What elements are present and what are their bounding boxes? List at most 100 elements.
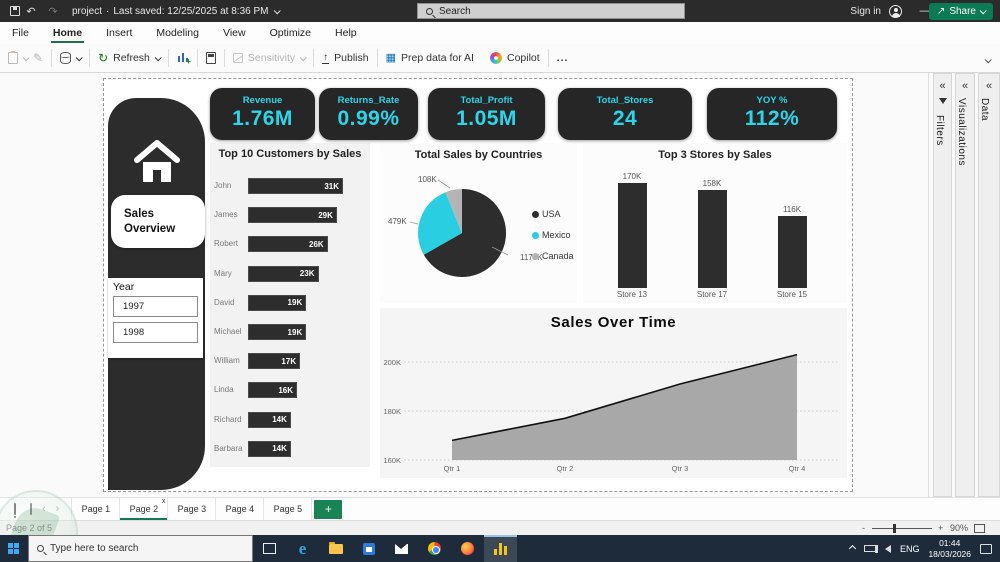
bar[interactable] — [248, 294, 307, 311]
mail-icon[interactable] — [385, 535, 418, 562]
menu-home[interactable]: Home — [41, 24, 94, 43]
filters-pane[interactable]: « Filters — [933, 73, 952, 497]
copilot-button[interactable]: Copilot — [482, 48, 548, 68]
kpi-card-revenue[interactable]: Revenue 1.76M — [210, 88, 315, 140]
zoom-slider[interactable] — [872, 528, 932, 529]
tray-expand-icon[interactable] — [848, 544, 856, 553]
bar[interactable] — [248, 353, 301, 370]
app-search-box[interactable]: Search — [417, 3, 685, 19]
title-dropdown-icon[interactable] — [274, 6, 282, 14]
menu-file[interactable]: File — [12, 27, 29, 39]
menu-modeling[interactable]: Modeling — [156, 27, 199, 39]
kpi-card-returns-rate[interactable]: Returns_Rate 0.99% — [319, 88, 418, 140]
edge-icon[interactable]: e — [298, 538, 307, 558]
nav-item-sales-overview[interactable]: Sales Overview — [111, 195, 205, 248]
paste-icon[interactable] — [8, 51, 18, 64]
undo-icon[interactable]: ↶ — [26, 5, 36, 18]
slicer-option-1997[interactable]: 1997 — [113, 296, 198, 317]
bar-row-william[interactable]: William 17K — [210, 353, 370, 370]
pie-slice-canada[interactable] — [445, 189, 463, 233]
stores-column-chart[interactable]: Top 3 Stores by Sales 170K Store 13 158K St… — [583, 143, 847, 303]
menu-optimize[interactable]: Optimize — [269, 27, 312, 39]
data-pane[interactable]: « Data — [978, 73, 1000, 497]
bar[interactable] — [248, 411, 291, 428]
home-icon[interactable] — [132, 138, 182, 184]
kpi-card-yoy-[interactable]: YOY % 112% — [707, 88, 837, 140]
legend-item-mexico[interactable]: Mexico — [532, 230, 571, 240]
share-button[interactable]: ↗ Share — [928, 3, 993, 20]
page-tab-page-5[interactable]: Page 5 — [264, 498, 313, 520]
bar-row-richard[interactable]: Richard 14K — [210, 411, 370, 428]
countries-pie-chart[interactable]: Total Sales by Countries 1178K 479K 108K U… — [380, 143, 577, 303]
bar[interactable] — [248, 178, 343, 194]
fit-to-page-icon[interactable] — [974, 524, 985, 533]
zoom-slider-handle[interactable] — [893, 524, 896, 533]
sign-in-link[interactable]: Sign in — [850, 5, 881, 17]
bar-row-robert[interactable]: Robert 26K — [210, 236, 370, 253]
bar-row-michael[interactable]: Michael 19K — [210, 324, 370, 340]
start-button[interactable] — [0, 535, 28, 562]
kpi-card-total-stores[interactable]: Total_Stores 24 — [558, 88, 692, 140]
bar-row-mary[interactable]: Mary 23K — [210, 265, 370, 282]
close-tab-icon[interactable]: x — [161, 498, 166, 505]
column-store-13[interactable] — [617, 183, 647, 288]
task-view-button[interactable] — [253, 535, 286, 562]
prep-data-ai-button[interactable]: ▦ Prep data for AI — [385, 51, 474, 64]
microsoft-store-icon[interactable] — [352, 535, 385, 562]
bar[interactable] — [248, 236, 328, 253]
notifications-icon[interactable] — [980, 543, 992, 554]
sales-over-time-area-chart[interactable]: Sales Over Time 160K 180K 200K Qtr 1 Qtr 2 Qt… — [380, 308, 847, 478]
legend-item-canada[interactable]: Canada — [532, 251, 574, 261]
format-painter-icon[interactable]: ✎ — [33, 51, 44, 65]
column-store-17[interactable] — [697, 190, 727, 288]
bar[interactable] — [248, 382, 297, 399]
page-tab-page-3[interactable]: Page 3 — [168, 498, 217, 520]
get-data-icon[interactable] — [60, 52, 72, 64]
chrome-icon[interactable] — [418, 535, 451, 562]
clock[interactable]: 01:44 18/03/2026 — [928, 538, 971, 559]
firefox-icon[interactable] — [451, 535, 484, 562]
taskbar-search-box[interactable]: Type here to search — [28, 535, 253, 562]
minimize-button[interactable]: — — [919, 5, 931, 17]
new-measure-icon[interactable] — [205, 52, 216, 64]
expand-filters-icon[interactable]: « — [939, 80, 946, 92]
save-icon[interactable] — [10, 6, 20, 16]
bar[interactable] — [248, 324, 307, 340]
bar[interactable] — [248, 440, 291, 457]
area-fill[interactable] — [452, 354, 797, 460]
menu-help[interactable]: Help — [335, 27, 357, 39]
account-icon[interactable] — [889, 4, 902, 18]
kpi-card-total-profit[interactable]: Total_Profit 1.05M — [428, 88, 545, 140]
more-options-button[interactable]: ... — [556, 52, 569, 64]
language-indicator[interactable]: ENG — [899, 543, 920, 554]
redo-icon[interactable]: ↷ — [48, 5, 58, 18]
bar-row-john[interactable]: John 31K — [210, 178, 370, 194]
bar-row-barbara[interactable]: Barbara 14K — [210, 440, 370, 457]
bar-row-david[interactable]: David 19K — [210, 294, 370, 311]
bar[interactable] — [248, 207, 337, 224]
slicer-option-1998[interactable]: 1998 — [113, 322, 198, 343]
bar-row-james[interactable]: James 29K — [210, 207, 370, 224]
get-data-dropdown-icon[interactable] — [75, 53, 83, 61]
page-tab-page-1[interactable]: Page 1 — [72, 498, 121, 520]
power-bi-icon[interactable] — [484, 535, 517, 562]
menu-insert[interactable]: Insert — [106, 27, 133, 39]
bar-row-linda[interactable]: Linda 16K — [210, 382, 370, 399]
new-page-button[interactable]: + — [314, 499, 343, 519]
visualizations-pane[interactable]: « Visualizations — [955, 73, 975, 497]
pie-slice-usa[interactable] — [423, 189, 507, 277]
zoom-out-button[interactable]: - — [862, 523, 865, 533]
expand-data-icon[interactable]: « — [985, 80, 993, 92]
expand-visualizations-icon[interactable]: « — [961, 80, 969, 92]
page-tab-page-4[interactable]: Page 4 — [216, 498, 265, 520]
refresh-button[interactable]: ↻ Refresh — [90, 48, 168, 68]
customers-bar-chart[interactable]: Top 10 Customers by Sales John 31K James 29… — [210, 143, 370, 467]
file-explorer-icon[interactable] — [319, 535, 352, 562]
bar[interactable] — [248, 265, 319, 282]
column-store-15[interactable] — [777, 216, 807, 288]
pie-slice-mexico[interactable] — [418, 192, 462, 255]
volume-icon[interactable] — [874, 544, 891, 553]
new-visual-icon[interactable]: + — [177, 52, 191, 66]
publish-button[interactable]: ↑ Publish — [322, 51, 369, 64]
